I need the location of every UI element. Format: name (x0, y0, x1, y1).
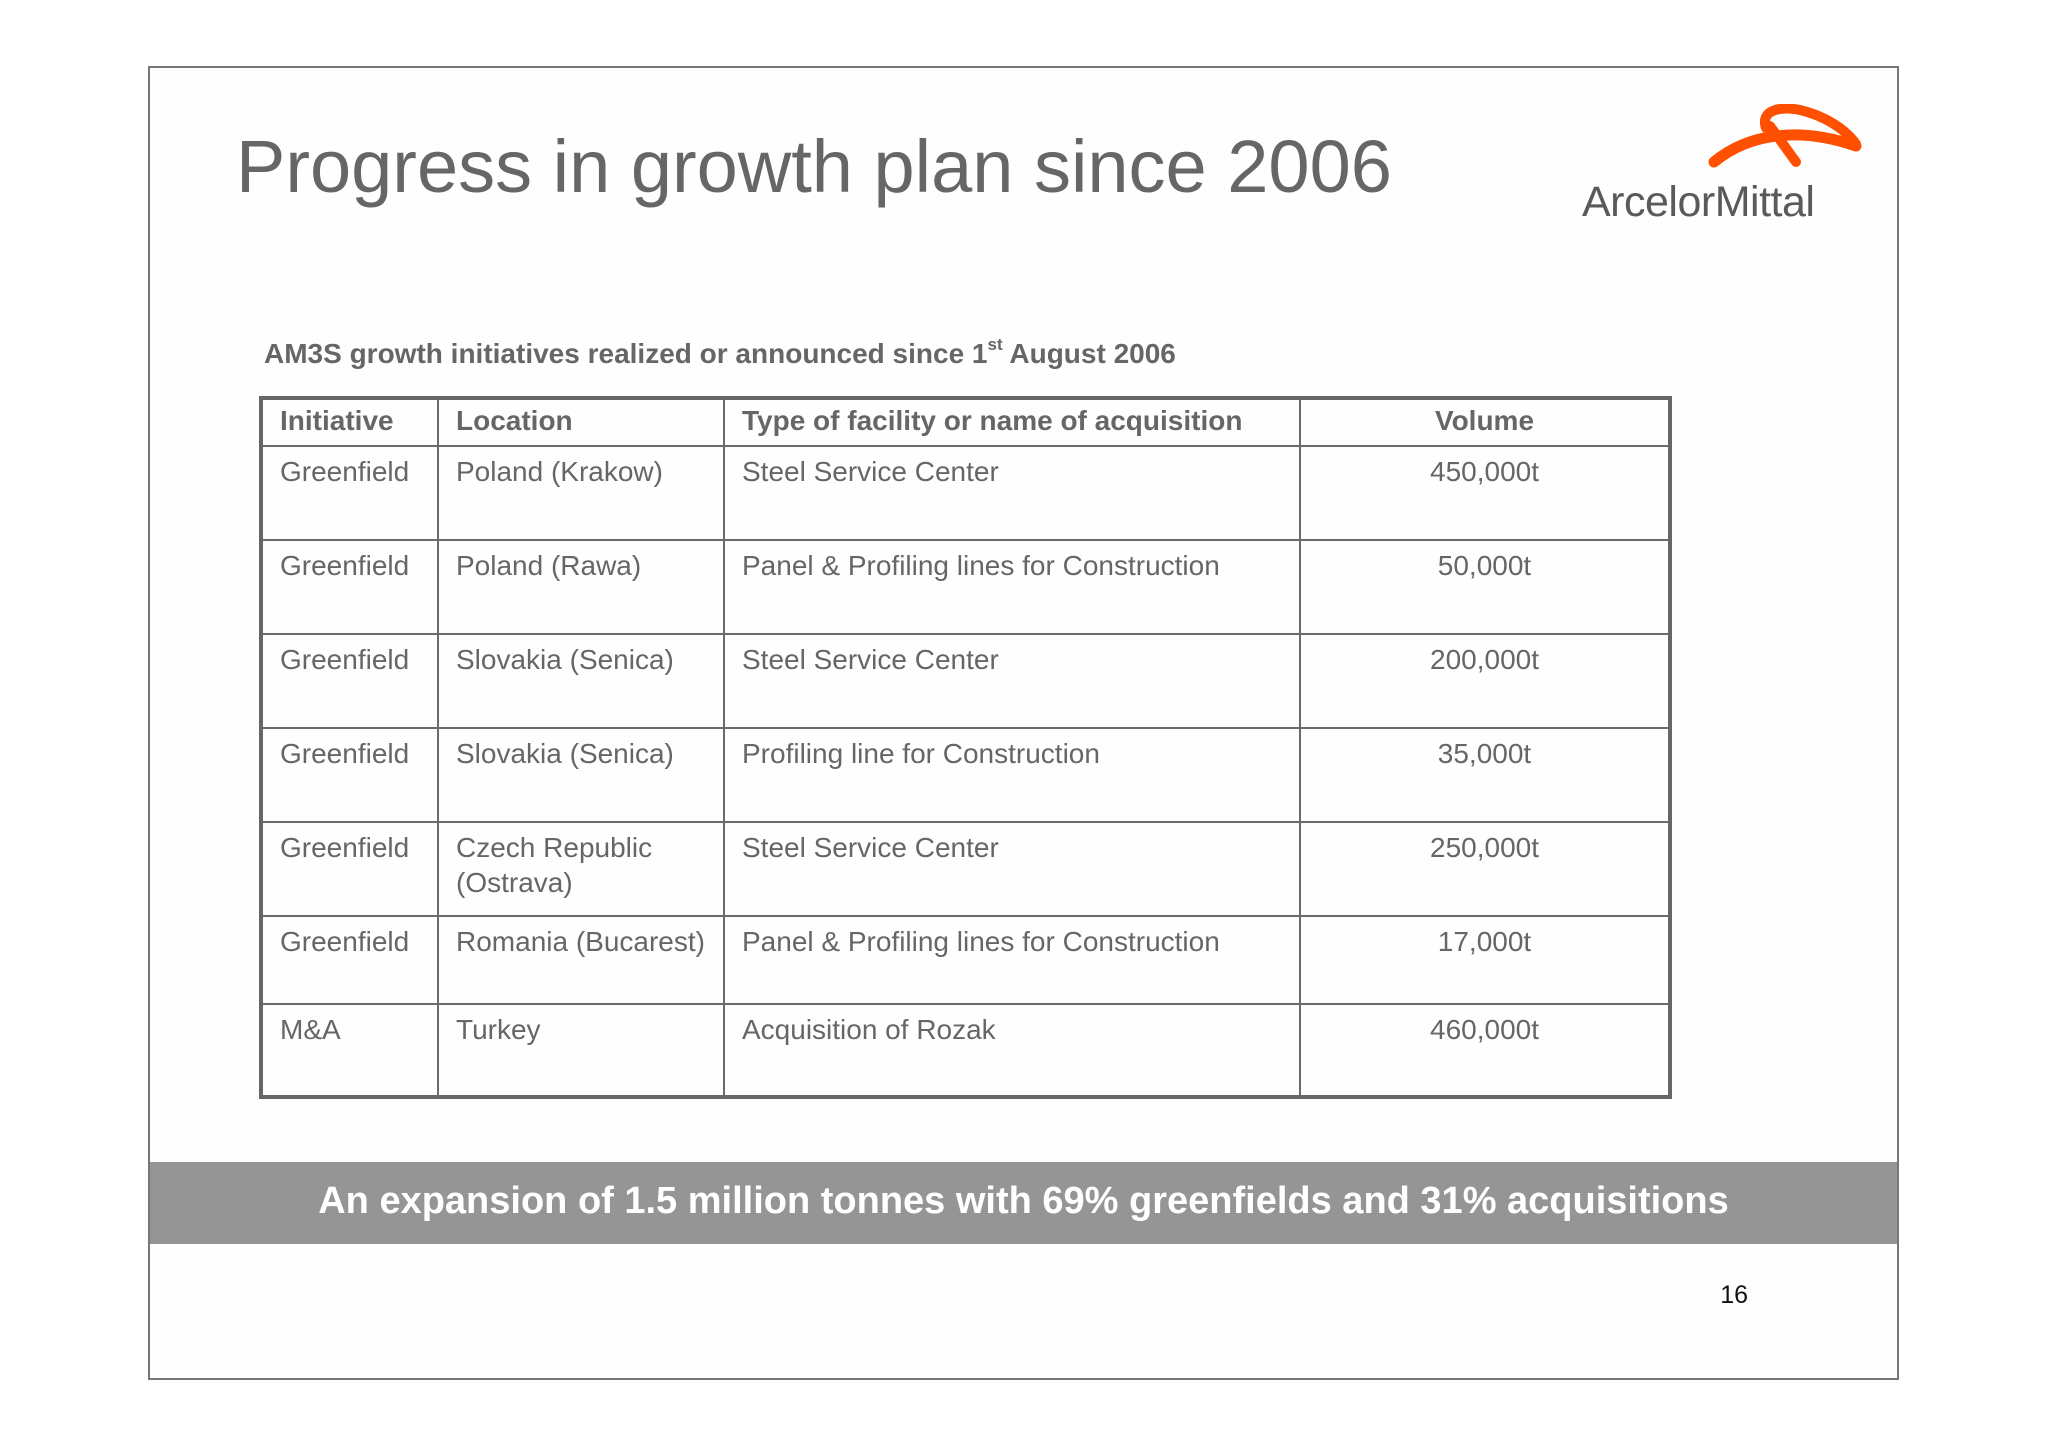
summary-banner: An expansion of 1.5 million tonnes with … (150, 1162, 1897, 1244)
header-type: Type of facility or name of acquisition (723, 397, 1301, 447)
table-row: Greenfield Poland (Krakow) Steel Service… (260, 445, 1671, 541)
logo-wordmark: ArcelorMittal (1582, 178, 1815, 226)
table-header-row: Initiative Location Type of facility or … (260, 397, 1671, 447)
cell-location: Slovakia (Senica) (437, 727, 725, 823)
cell-volume: 200,000t (1299, 633, 1671, 729)
cell-initiative: Greenfield (260, 633, 439, 729)
cell-location: Czech Republic (Ostrava) (437, 821, 725, 917)
summary-banner-text: An expansion of 1.5 million tonnes with … (318, 1180, 1729, 1222)
page-number: 16 (1720, 1281, 1748, 1309)
cell-initiative: Greenfield (260, 821, 439, 917)
table-row: Greenfield Romania (Bucarest) Panel & Pr… (260, 915, 1671, 1005)
table-row: Greenfield Poland (Rawa) Panel & Profili… (260, 539, 1671, 635)
arcelormittal-logo: ArcelorMittal (1578, 104, 1862, 234)
cell-volume: 50,000t (1299, 539, 1671, 635)
cell-location: Turkey (437, 1003, 725, 1098)
table-row: Greenfield Slovakia (Senica) Steel Servi… (260, 633, 1671, 729)
header-location: Location (437, 397, 725, 447)
header-initiative: Initiative (260, 397, 439, 447)
swoosh-logo-icon (1708, 104, 1862, 168)
cell-type: Steel Service Center (723, 445, 1301, 541)
cell-volume: 250,000t (1299, 821, 1671, 917)
table-row: Greenfield Slovakia (Senica) Profiling l… (260, 727, 1671, 823)
table-caption: AM3S growth initiatives realized or anno… (264, 334, 1176, 371)
cell-volume: 450,000t (1299, 445, 1671, 541)
cell-type: Steel Service Center (723, 821, 1301, 917)
cell-volume: 35,000t (1299, 727, 1671, 823)
cell-type: Acquisition of Rozak (723, 1003, 1301, 1098)
growth-initiatives-table: Initiative Location Type of facility or … (259, 396, 1672, 1099)
cell-type: Panel & Profiling lines for Construction (723, 539, 1301, 635)
caption-superscript: st (987, 334, 1003, 354)
cell-location: Poland (Krakow) (437, 445, 725, 541)
cell-type: Steel Service Center (723, 633, 1301, 729)
cell-location: Slovakia (Senica) (437, 633, 725, 729)
caption-text-before: AM3S growth initiatives realized or anno… (264, 338, 988, 369)
caption-text-after: August 2006 (1002, 338, 1176, 369)
cell-initiative: Greenfield (260, 915, 439, 1005)
cell-initiative: Greenfield (260, 727, 439, 823)
cell-initiative: Greenfield (260, 445, 439, 541)
header-volume: Volume (1299, 397, 1671, 447)
cell-volume: 460,000t (1299, 1003, 1671, 1098)
cell-location: Romania (Bucarest) (437, 915, 725, 1005)
cell-type: Profiling line for Construction (723, 727, 1301, 823)
cell-initiative: M&A (260, 1003, 439, 1098)
table-row: M&A Turkey Acquisition of Rozak 460,000t (260, 1003, 1671, 1098)
slide-title: Progress in growth plan since 2006 (236, 125, 1392, 208)
cell-initiative: Greenfield (260, 539, 439, 635)
cell-location: Poland (Rawa) (437, 539, 725, 635)
cell-type: Panel & Profiling lines for Construction (723, 915, 1301, 1005)
cell-volume: 17,000t (1299, 915, 1671, 1005)
table-row: Greenfield Czech Republic (Ostrava) Stee… (260, 821, 1671, 917)
